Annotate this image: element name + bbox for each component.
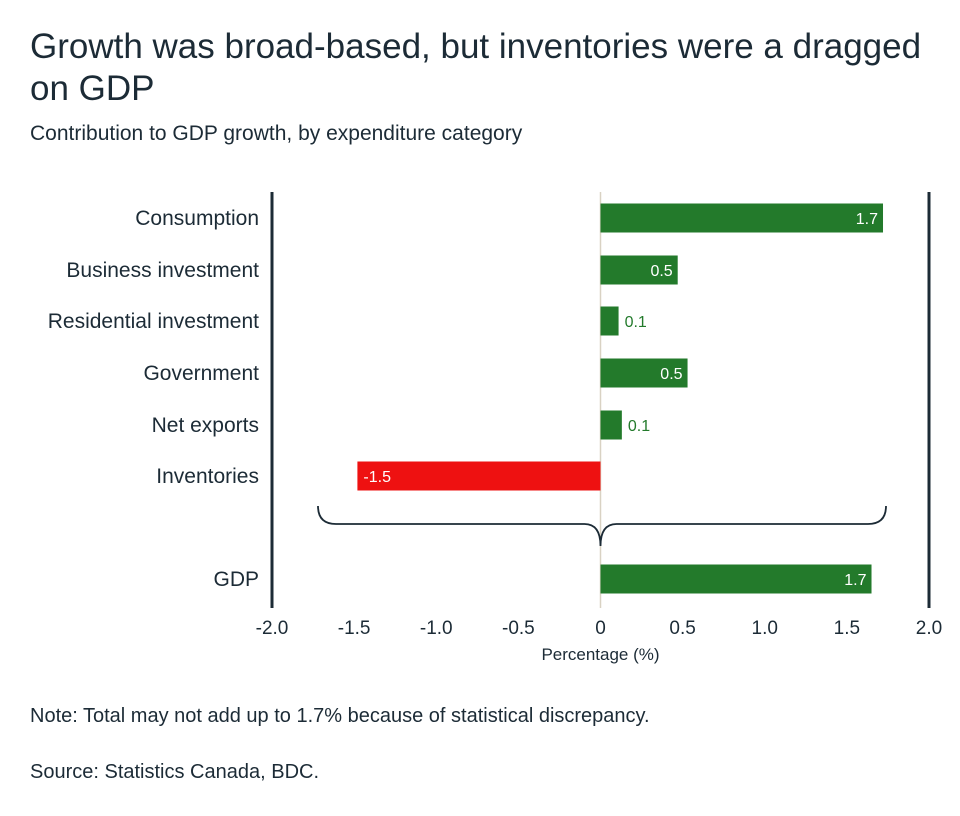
category-label: Net exports (152, 414, 259, 437)
chart-note: Note: Total may not add up to 1.7% becau… (30, 705, 650, 727)
bar-government (600, 358, 688, 388)
data-label: 0.1 (625, 314, 647, 331)
x-tick-label: 1.5 (834, 618, 860, 639)
x-tick-label: 2.0 (916, 618, 942, 639)
category-label: Government (143, 362, 259, 385)
category-label: Business investment (66, 259, 259, 282)
bar-residential-investment (600, 306, 619, 336)
bar-gdp (600, 564, 872, 594)
data-label: -1.5 (363, 469, 391, 486)
x-tick-label: 0.5 (669, 618, 695, 639)
category-label: GDP (213, 568, 259, 591)
category-label: Inventories (156, 465, 259, 488)
x-axis-title: Percentage (%) (541, 645, 659, 664)
bar-consumption (600, 203, 884, 233)
bar-chart: Consumption 1.7 Business investment 0.5 Resi… (48, 192, 942, 664)
bar-business-investment (600, 255, 678, 285)
data-label: 0.5 (660, 366, 682, 383)
x-tick-label: 1.0 (752, 618, 778, 639)
data-label: 0.5 (650, 263, 672, 280)
x-tick-label: -1.5 (338, 618, 371, 639)
category-label: Residential investment (48, 310, 259, 333)
x-tick-label: 0 (595, 618, 606, 639)
x-tick-label: -2.0 (256, 618, 289, 639)
data-label: 0.1 (628, 418, 650, 435)
bar-inventories (357, 461, 601, 491)
grouping-brace (317, 505, 887, 547)
chart-subtitle: Contribution to GDP growth, by expenditu… (30, 122, 523, 145)
data-label: 1.7 (856, 211, 878, 228)
chart-title: Growth was broad-based, but inventories … (30, 27, 922, 108)
chart-source: Source: Statistics Canada, BDC. (30, 761, 320, 783)
x-tick-label: -0.5 (502, 618, 535, 639)
category-label: Consumption (135, 207, 259, 230)
data-label: 1.7 (844, 572, 866, 589)
bar-net-exports (600, 410, 622, 440)
x-tick-label: -1.0 (420, 618, 453, 639)
